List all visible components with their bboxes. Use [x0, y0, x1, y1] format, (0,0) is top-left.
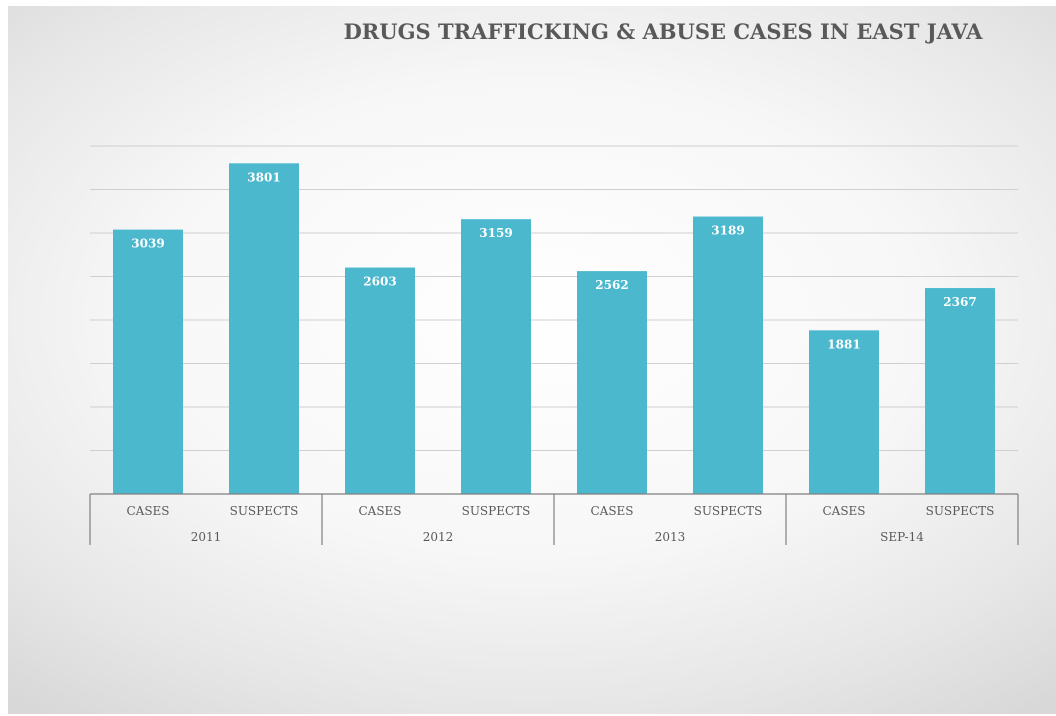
bar-5	[693, 216, 763, 494]
bar-chart: DRUGS TRAFFICKING & ABUSE CASES IN EAST …	[89, 19, 1019, 545]
bar-0	[113, 229, 183, 494]
bar-6	[809, 330, 879, 494]
bar-1	[229, 163, 299, 495]
category-label-3: SUSPECTS	[462, 504, 531, 518]
category-label-6: CASES	[822, 504, 865, 518]
data-label-0: 3039	[131, 237, 164, 251]
data-label-7: 2367	[943, 295, 976, 309]
bar-3	[461, 219, 531, 495]
data-label-4: 2562	[595, 278, 628, 292]
category-axis: CASES SUSPECTS CASES SUSPECTS CASES SUSPECTS C…	[89, 493, 1019, 545]
bar-2	[345, 267, 415, 494]
category-label-2: CASES	[358, 504, 401, 518]
data-label-2: 2603	[363, 275, 396, 289]
group-label-0: 2011	[191, 530, 222, 544]
category-label-7: SUSPECTS	[926, 504, 995, 518]
data-labels: 3039 3801 2603 3159 2562 3189 1881 2367	[131, 170, 976, 351]
chart-title: DRUGS TRAFFICKING & ABUSE CASES IN EAST …	[344, 19, 983, 44]
bar-4	[577, 271, 647, 494]
data-label-3: 3159	[479, 226, 512, 240]
category-label-4: CASES	[590, 504, 633, 518]
group-label-1: 2012	[423, 530, 454, 544]
data-label-5: 3189	[711, 224, 744, 238]
bars	[113, 163, 995, 495]
bar-7	[925, 288, 995, 494]
chart-area: DRUGS TRAFFICKING & ABUSE CASES IN EAST …	[8, 6, 1056, 714]
category-label-5: SUSPECTS	[694, 504, 763, 518]
category-label-0: CASES	[126, 504, 169, 518]
data-label-6: 1881	[827, 337, 860, 351]
category-label-1: SUSPECTS	[230, 504, 299, 518]
group-label-2: 2013	[655, 530, 686, 544]
data-label-1: 3801	[247, 170, 280, 184]
group-label-3: SEP-14	[880, 530, 924, 544]
